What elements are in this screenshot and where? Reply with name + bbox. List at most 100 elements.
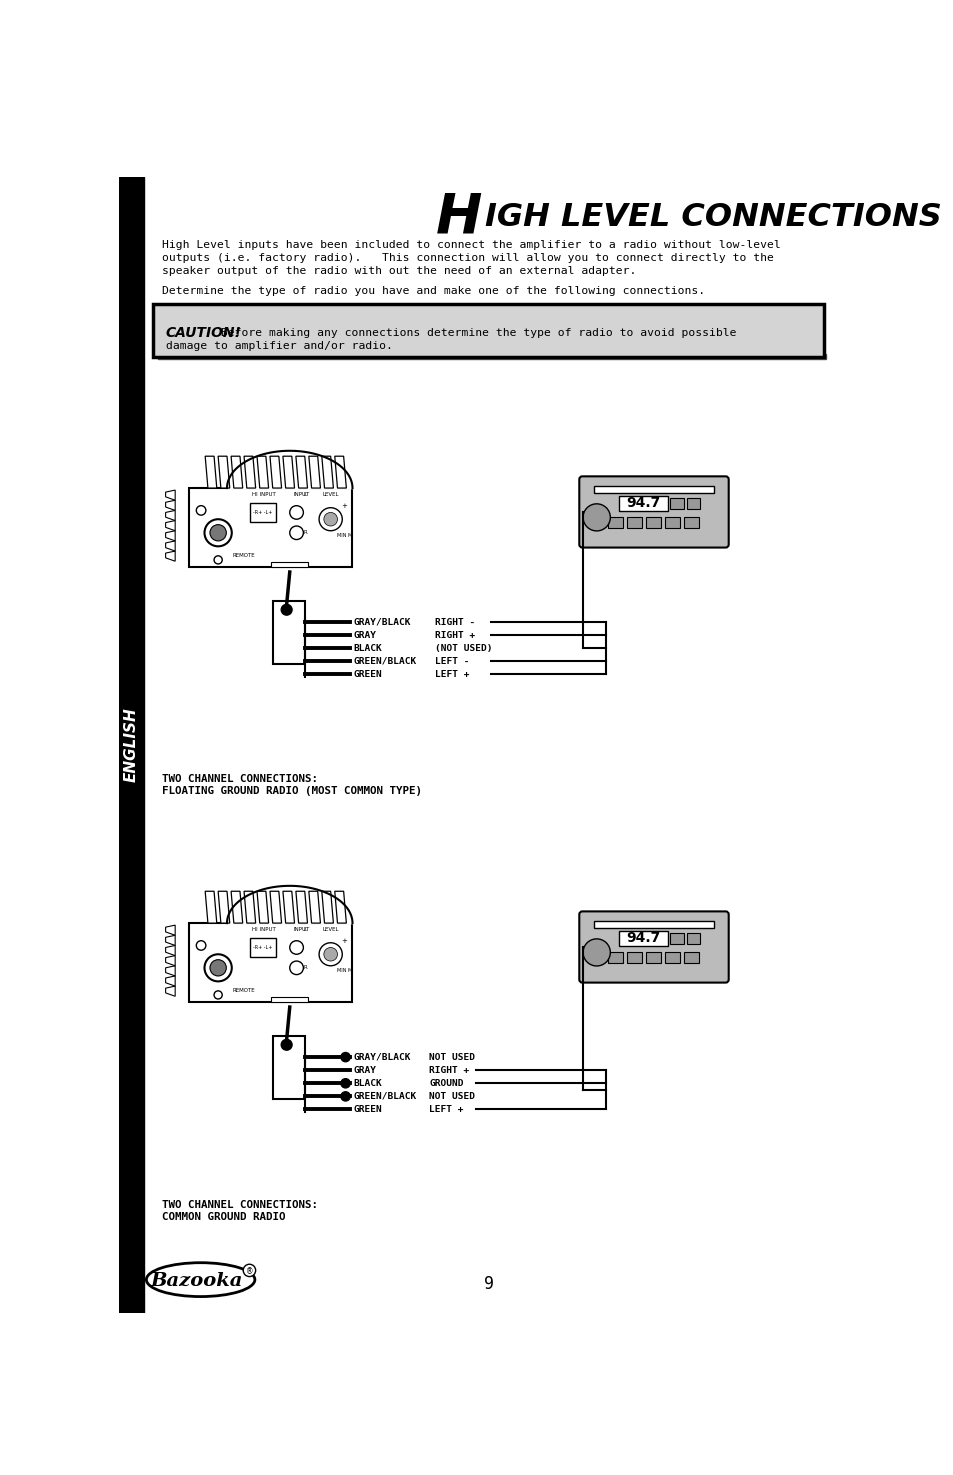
Text: LEFT +: LEFT + <box>435 670 470 678</box>
Text: Determine the type of radio you have and make one of the following connections.: Determine the type of radio you have and… <box>162 286 704 296</box>
Polygon shape <box>231 456 242 488</box>
Polygon shape <box>321 456 333 488</box>
Text: GRAY: GRAY <box>353 631 375 640</box>
Polygon shape <box>166 925 175 935</box>
Circle shape <box>290 962 303 975</box>
Polygon shape <box>166 531 175 541</box>
Text: REMOTE: REMOTE <box>232 553 254 559</box>
Circle shape <box>340 1092 350 1100</box>
Text: GRAY: GRAY <box>353 1066 375 1075</box>
Bar <box>273 600 305 664</box>
Text: IGH LEVEL CONNECTIONS (OPTIONAL): IGH LEVEL CONNECTIONS (OPTIONAL) <box>484 202 953 233</box>
Bar <box>607 953 622 963</box>
Polygon shape <box>166 521 175 531</box>
Text: BLACK: BLACK <box>353 1078 381 1087</box>
Polygon shape <box>231 891 242 923</box>
Polygon shape <box>166 510 175 521</box>
Bar <box>626 518 641 528</box>
Text: GREEN/BLACK: GREEN/BLACK <box>353 1092 416 1100</box>
Circle shape <box>582 940 610 966</box>
Text: LEVEL: LEVEL <box>322 493 338 497</box>
Polygon shape <box>335 891 346 923</box>
Text: L: L <box>304 493 307 497</box>
Text: +: + <box>341 938 347 944</box>
FancyBboxPatch shape <box>578 476 728 547</box>
Text: GRAY/BLACK: GRAY/BLACK <box>353 1053 411 1062</box>
Text: HI INPUT: HI INPUT <box>252 493 275 497</box>
Polygon shape <box>166 552 175 560</box>
Circle shape <box>290 506 303 519</box>
Text: speaker output of the radio with out the need of an external adapter.: speaker output of the radio with out the… <box>162 266 636 276</box>
Bar <box>189 488 352 566</box>
Text: LEFT +: LEFT + <box>429 1105 463 1114</box>
Circle shape <box>323 512 337 527</box>
Text: (NOT USED): (NOT USED) <box>435 643 493 653</box>
Text: BLACK: BLACK <box>353 643 381 653</box>
Polygon shape <box>321 891 333 923</box>
Bar <box>250 938 275 957</box>
Polygon shape <box>166 541 175 552</box>
Bar <box>683 518 699 528</box>
Text: MIN M: MIN M <box>336 532 352 538</box>
Text: outputs (i.e. factory radio).   This connection will allow you to connect direct: outputs (i.e. factory radio). This conne… <box>162 252 773 263</box>
Text: +: + <box>341 503 347 509</box>
Text: CAUTION!: CAUTION! <box>166 326 241 341</box>
Polygon shape <box>166 945 175 956</box>
Bar <box>119 177 144 1313</box>
Bar <box>271 997 308 1002</box>
Bar <box>607 518 622 528</box>
Text: High Level inputs have been included to connect the amplifier to a radio without: High Level inputs have been included to … <box>162 240 780 249</box>
Text: 9: 9 <box>483 1276 494 1294</box>
FancyBboxPatch shape <box>578 912 728 982</box>
Circle shape <box>196 506 206 515</box>
Polygon shape <box>205 456 216 488</box>
Circle shape <box>213 556 222 563</box>
Bar <box>594 922 713 928</box>
Polygon shape <box>244 456 255 488</box>
FancyBboxPatch shape <box>152 304 822 357</box>
Text: GRAY/BLACK: GRAY/BLACK <box>353 618 411 627</box>
Polygon shape <box>270 456 281 488</box>
Ellipse shape <box>146 1263 254 1297</box>
Text: TWO CHANNEL CONNECTIONS:: TWO CHANNEL CONNECTIONS: <box>162 1201 317 1209</box>
Bar <box>158 354 825 358</box>
Text: NOT USED: NOT USED <box>429 1092 475 1100</box>
Bar <box>670 934 683 944</box>
Polygon shape <box>166 966 175 976</box>
Circle shape <box>210 960 226 976</box>
Polygon shape <box>218 891 230 923</box>
Polygon shape <box>270 891 281 923</box>
Bar <box>626 953 641 963</box>
Circle shape <box>281 1040 292 1050</box>
Text: R: R <box>303 531 307 535</box>
Text: REMOTE: REMOTE <box>232 988 254 993</box>
Circle shape <box>290 527 303 540</box>
Text: RIGHT +: RIGHT + <box>429 1066 469 1075</box>
Circle shape <box>340 1053 350 1062</box>
Text: L: L <box>304 928 307 932</box>
Text: MIN M: MIN M <box>336 968 352 974</box>
Circle shape <box>204 954 232 981</box>
Polygon shape <box>295 456 307 488</box>
Text: Before making any connections determine the type of radio to avoid possible: Before making any connections determine … <box>213 329 736 338</box>
Bar <box>645 953 660 963</box>
Bar <box>250 503 275 522</box>
Text: GREEN/BLACK: GREEN/BLACK <box>353 656 416 665</box>
Circle shape <box>582 504 610 531</box>
Circle shape <box>318 943 342 966</box>
Circle shape <box>340 1078 350 1089</box>
Polygon shape <box>283 891 294 923</box>
Text: INPUT: INPUT <box>294 493 310 497</box>
Circle shape <box>290 941 303 954</box>
Text: H: H <box>435 190 481 243</box>
Circle shape <box>213 991 222 999</box>
Bar <box>271 562 308 566</box>
Bar <box>618 496 667 510</box>
Text: 94.7: 94.7 <box>625 496 659 510</box>
Bar <box>686 934 700 944</box>
Text: -R+ -L+: -R+ -L+ <box>253 510 273 515</box>
Bar <box>664 953 679 963</box>
Polygon shape <box>309 456 320 488</box>
Bar <box>594 487 713 493</box>
Polygon shape <box>256 456 269 488</box>
